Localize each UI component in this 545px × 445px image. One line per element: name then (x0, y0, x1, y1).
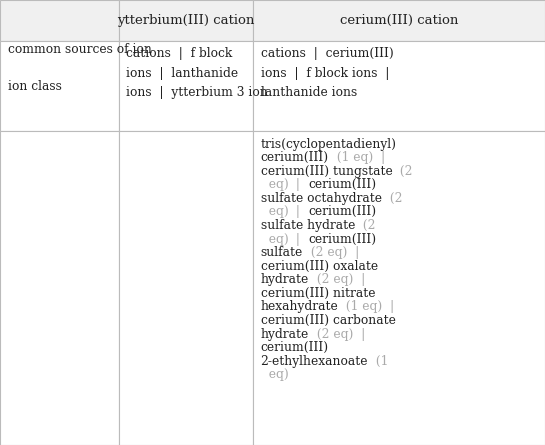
Text: sulfate octahydrate: sulfate octahydrate (261, 192, 382, 205)
Text: eq): eq) (261, 206, 288, 218)
Text: |: | (288, 206, 308, 218)
Text: cerium(III) nitrate: cerium(III) nitrate (261, 287, 375, 300)
Text: ion class: ion class (8, 80, 62, 93)
Text: common sources of ion: common sources of ion (8, 43, 152, 56)
Text: (1 eq)  |: (1 eq) | (338, 300, 402, 313)
Text: tris(cyclopentadienyl): tris(cyclopentadienyl) (261, 138, 397, 150)
Text: (2: (2 (355, 219, 376, 232)
Text: (1: (1 (368, 355, 389, 368)
Text: hydrate: hydrate (261, 273, 309, 286)
Text: sulfate: sulfate (261, 246, 303, 259)
Text: |: | (288, 178, 308, 191)
Text: (1 eq)  |: (1 eq) | (329, 151, 392, 164)
Text: eq): eq) (261, 178, 288, 191)
Bar (253, 0, 545, 41)
Text: (2 eq)  |: (2 eq) | (309, 273, 373, 286)
Bar (119, 41, 253, 131)
Text: cations  |  cerium(III)
ions  |  f block ions  |
lanthanide ions: cations | cerium(III) ions | f block ion… (261, 47, 393, 99)
Text: (2: (2 (382, 192, 402, 205)
Text: |: | (288, 233, 308, 246)
Text: sulfate hydrate: sulfate hydrate (261, 219, 355, 232)
Text: cerium(III): cerium(III) (261, 341, 329, 354)
Text: cerium(III): cerium(III) (308, 206, 376, 218)
Bar (0, 41, 119, 131)
Text: cerium(III) cation: cerium(III) cation (340, 14, 458, 27)
Bar (0, 0, 119, 41)
Text: (2 eq)  |: (2 eq) | (309, 328, 373, 340)
Text: cerium(III) tungstate: cerium(III) tungstate (261, 165, 392, 178)
Text: 2-ethylhexanoate: 2-ethylhexanoate (261, 355, 368, 368)
Text: cerium(III): cerium(III) (261, 151, 329, 164)
Bar (0, 131, 119, 445)
Text: (2 eq)  |: (2 eq) | (303, 246, 367, 259)
Bar (119, 131, 253, 445)
Text: cerium(III) oxalate: cerium(III) oxalate (261, 259, 378, 273)
Bar (119, 0, 253, 41)
Text: ytterbium(III) cation: ytterbium(III) cation (117, 14, 255, 27)
Text: cerium(III): cerium(III) (308, 178, 376, 191)
Text: eq): eq) (261, 368, 288, 381)
Bar (253, 41, 545, 131)
Text: (2: (2 (392, 165, 413, 178)
Text: hydrate: hydrate (261, 328, 309, 340)
Text: cations  |  f block
ions  |  lanthanide
ions  |  ytterbium 3 ion: cations | f block ions | lanthanide ions… (126, 47, 268, 99)
Text: hexahydrate: hexahydrate (261, 300, 338, 313)
Text: eq): eq) (261, 233, 288, 246)
Text: cerium(III): cerium(III) (308, 233, 376, 246)
Text: cerium(III) carbonate: cerium(III) carbonate (261, 314, 395, 327)
Bar (253, 131, 545, 445)
